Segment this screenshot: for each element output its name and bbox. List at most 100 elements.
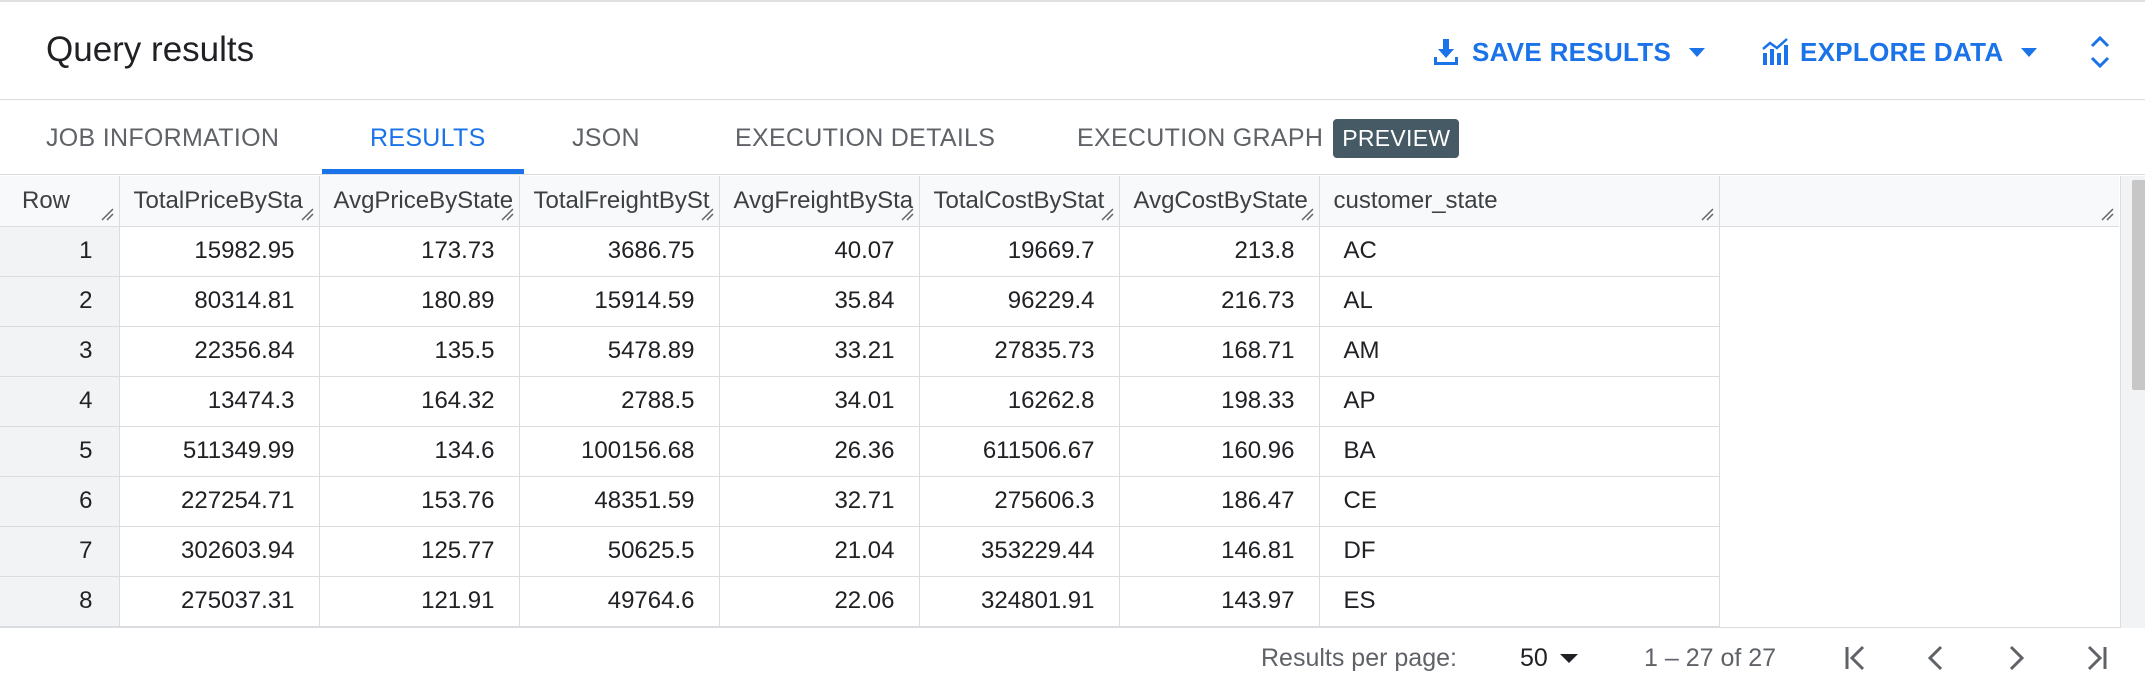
table-cell[interactable]: 16262.8 xyxy=(919,376,1120,427)
row-number[interactable]: 5 xyxy=(0,426,120,477)
table-cell[interactable]: 125.77 xyxy=(319,526,520,577)
table-cell[interactable]: 40.07 xyxy=(719,226,920,277)
table-cell[interactable]: 227254.71 xyxy=(119,476,320,527)
table-cell[interactable]: BA xyxy=(1319,426,1720,477)
table-cell[interactable]: 324801.91 xyxy=(919,576,1120,627)
vertical-scrollbar[interactable] xyxy=(2120,176,2145,628)
row-number[interactable]: 8 xyxy=(0,576,120,627)
tab-job-information[interactable]: JOB INFORMATION xyxy=(46,123,280,152)
table-cell[interactable]: AC xyxy=(1319,226,1720,277)
row-number[interactable]: 2 xyxy=(0,276,120,327)
table-cell[interactable]: 96229.4 xyxy=(919,276,1120,327)
save-results-button[interactable]: SAVE RESULTS xyxy=(1432,32,1706,72)
column-header[interactable]: AvgFreightBySta xyxy=(719,176,920,227)
table-row[interactable]: 2 80314.81 180.89 15914.59 35.84 96229.4 216.7… xyxy=(0,276,2119,327)
column-header-row[interactable]: Row xyxy=(0,176,120,227)
column-resize-icon[interactable] xyxy=(300,207,314,221)
last-page-icon[interactable] xyxy=(2076,638,2116,678)
table-cell[interactable]: 302603.94 xyxy=(119,526,320,577)
table-cell[interactable]: 168.71 xyxy=(1119,326,1320,377)
table-cell[interactable]: 15914.59 xyxy=(519,276,720,327)
column-resize-icon[interactable] xyxy=(900,207,914,221)
table-cell[interactable]: 33.21 xyxy=(719,326,920,377)
table-cell[interactable]: 27835.73 xyxy=(919,326,1120,377)
row-number[interactable]: 1 xyxy=(0,226,120,277)
table-cell[interactable]: 180.89 xyxy=(319,276,520,327)
tab-execution-graph[interactable]: EXECUTION GRAPH PREVIEW xyxy=(1077,101,1460,175)
table-row[interactable]: 8 275037.31 121.91 49764.6 22.06 324801.91 143… xyxy=(0,576,2119,627)
table-cell[interactable]: 80314.81 xyxy=(119,276,320,327)
table-cell[interactable]: 3686.75 xyxy=(519,226,720,277)
table-cell[interactable]: 49764.6 xyxy=(519,576,720,627)
table-cell[interactable]: AM xyxy=(1319,326,1720,377)
table-cell[interactable]: 198.33 xyxy=(1119,376,1320,427)
table-cell[interactable]: 146.81 xyxy=(1119,526,1320,577)
column-resize-icon[interactable] xyxy=(100,207,114,221)
tab-execution-details[interactable]: EXECUTION DETAILS xyxy=(735,123,996,152)
tab-results[interactable]: RESULTS xyxy=(370,123,486,152)
results-table-container[interactable]: Row TotalPriceBySta AvgPriceByState TotalFr… xyxy=(0,176,2145,628)
table-cell[interactable]: 216.73 xyxy=(1119,276,1320,327)
table-cell[interactable]: 34.01 xyxy=(719,376,920,427)
table-cell[interactable]: 173.73 xyxy=(319,226,520,277)
table-cell[interactable]: 511349.99 xyxy=(119,426,320,477)
table-cell[interactable]: 32.71 xyxy=(719,476,920,527)
column-header[interactable]: TotalPriceBySta xyxy=(119,176,320,227)
row-number[interactable]: 3 xyxy=(0,326,120,377)
table-cell[interactable]: 35.84 xyxy=(719,276,920,327)
table-cell[interactable]: 135.5 xyxy=(319,326,520,377)
table-cell[interactable]: CE xyxy=(1319,476,1720,527)
column-resize-icon[interactable] xyxy=(1700,207,1714,221)
table-cell[interactable]: 5478.89 xyxy=(519,326,720,377)
column-header[interactable]: AvgCostByState xyxy=(1119,176,1320,227)
table-cell[interactable]: 121.91 xyxy=(319,576,520,627)
table-row[interactable]: 6 227254.71 153.76 48351.59 32.71 275606.3 186… xyxy=(0,476,2119,527)
table-cell[interactable]: DF xyxy=(1319,526,1720,577)
table-row[interactable]: 1 15982.95 173.73 3686.75 40.07 19669.7 213.8 A… xyxy=(0,226,2119,277)
column-resize-icon[interactable] xyxy=(700,207,714,221)
table-cell[interactable]: 134.6 xyxy=(319,426,520,477)
table-cell[interactable]: 164.32 xyxy=(319,376,520,427)
row-number[interactable]: 6 xyxy=(0,476,120,527)
table-cell[interactable]: 153.76 xyxy=(319,476,520,527)
table-cell[interactable]: AP xyxy=(1319,376,1720,427)
table-cell[interactable]: AL xyxy=(1319,276,1720,327)
column-resize-icon[interactable] xyxy=(1100,207,1114,221)
table-cell[interactable]: 275037.31 xyxy=(119,576,320,627)
table-cell[interactable]: 15982.95 xyxy=(119,226,320,277)
results-per-page-select[interactable]: 50 xyxy=(1520,644,1578,673)
table-row[interactable]: 7 302603.94 125.77 50625.5 21.04 353229.44 146… xyxy=(0,526,2119,577)
table-cell[interactable]: 611506.67 xyxy=(919,426,1120,477)
table-cell[interactable]: 21.04 xyxy=(719,526,920,577)
table-cell[interactable]: 13474.3 xyxy=(119,376,320,427)
column-resize-icon[interactable] xyxy=(2100,207,2114,221)
column-header[interactable]: TotalCostByStat xyxy=(919,176,1120,227)
table-cell[interactable]: 2788.5 xyxy=(519,376,720,427)
table-cell[interactable]: 186.47 xyxy=(1119,476,1320,527)
table-cell[interactable]: 275606.3 xyxy=(919,476,1120,527)
column-header[interactable]: AvgPriceByState xyxy=(319,176,520,227)
column-resize-icon[interactable] xyxy=(1300,207,1314,221)
next-page-icon[interactable] xyxy=(1996,638,2036,678)
column-resize-icon[interactable] xyxy=(500,207,514,221)
table-cell[interactable]: 143.97 xyxy=(1119,576,1320,627)
table-cell[interactable]: 100156.68 xyxy=(519,426,720,477)
table-cell[interactable]: 50625.5 xyxy=(519,526,720,577)
table-row[interactable]: 5 511349.99 134.6 100156.68 26.36 611506.67 16… xyxy=(0,426,2119,477)
expand-collapse-icon[interactable] xyxy=(2082,32,2118,72)
explore-data-button[interactable]: EXPLORE DATA xyxy=(1760,32,2038,72)
table-cell[interactable]: 19669.7 xyxy=(919,226,1120,277)
scrollbar-thumb[interactable] xyxy=(2132,180,2145,390)
table-row[interactable]: 3 22356.84 135.5 5478.89 33.21 27835.73 168.71… xyxy=(0,326,2119,377)
table-cell[interactable]: 353229.44 xyxy=(919,526,1120,577)
first-page-icon[interactable] xyxy=(1836,638,1876,678)
tab-json[interactable]: JSON xyxy=(572,123,640,152)
table-cell[interactable]: 22.06 xyxy=(719,576,920,627)
row-number[interactable]: 4 xyxy=(0,376,120,427)
row-number[interactable]: 7 xyxy=(0,526,120,577)
table-cell[interactable]: 160.96 xyxy=(1119,426,1320,477)
table-cell[interactable]: 48351.59 xyxy=(519,476,720,527)
table-cell[interactable]: 26.36 xyxy=(719,426,920,477)
column-header[interactable]: TotalFreightBySt xyxy=(519,176,720,227)
column-header[interactable]: customer_state xyxy=(1319,176,1720,227)
